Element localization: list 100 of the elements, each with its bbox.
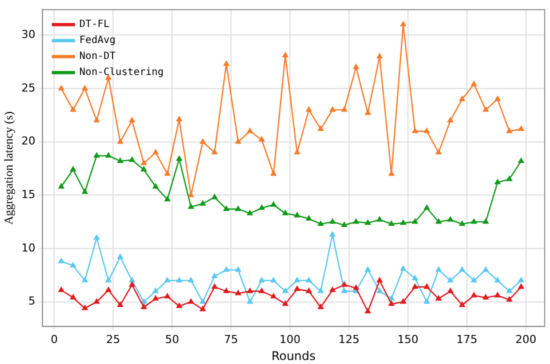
point xyxy=(330,106,336,112)
point xyxy=(518,284,524,289)
point xyxy=(58,258,64,264)
point xyxy=(235,266,241,272)
point xyxy=(164,277,170,282)
point xyxy=(330,286,336,292)
point xyxy=(482,106,489,112)
y-tick-label: 5 xyxy=(28,294,36,308)
point xyxy=(70,294,76,300)
point xyxy=(424,204,430,210)
point xyxy=(353,284,359,290)
point xyxy=(353,218,359,224)
point xyxy=(459,266,465,272)
point xyxy=(424,298,430,304)
point xyxy=(58,85,64,90)
point xyxy=(152,149,158,154)
point xyxy=(341,282,348,287)
point xyxy=(376,277,382,282)
legend-label: Non-DT xyxy=(79,51,116,62)
point xyxy=(388,220,394,226)
y-tick-label: 15 xyxy=(21,188,36,202)
point xyxy=(247,210,253,216)
point xyxy=(388,170,394,176)
x-tick-label: 150 xyxy=(397,332,418,346)
point xyxy=(200,138,206,144)
point xyxy=(129,117,135,122)
point xyxy=(58,286,64,292)
point xyxy=(94,117,100,122)
point xyxy=(258,277,265,282)
point xyxy=(188,277,194,282)
point xyxy=(129,277,135,282)
point xyxy=(188,204,194,209)
point xyxy=(471,292,477,298)
point xyxy=(518,126,524,131)
point xyxy=(365,220,371,225)
point xyxy=(318,220,324,226)
y-tick-label: 20 xyxy=(21,134,36,148)
point xyxy=(117,158,124,163)
point xyxy=(82,85,88,90)
point xyxy=(282,52,288,58)
legend-label: DT-FL xyxy=(79,19,110,30)
point xyxy=(448,117,454,122)
point xyxy=(518,277,524,282)
point xyxy=(459,220,465,226)
point xyxy=(412,218,418,224)
point xyxy=(212,284,218,289)
x-tick-label: 100 xyxy=(280,332,301,346)
point xyxy=(117,302,124,307)
point xyxy=(436,266,442,272)
point xyxy=(318,126,324,131)
point xyxy=(400,21,406,26)
point xyxy=(294,277,300,282)
point xyxy=(424,284,430,289)
point xyxy=(294,149,300,154)
point xyxy=(341,222,348,227)
point xyxy=(436,149,442,154)
point xyxy=(282,210,288,216)
point xyxy=(365,110,371,115)
point xyxy=(129,282,135,287)
point xyxy=(235,206,241,211)
point xyxy=(117,254,124,259)
point xyxy=(200,298,206,304)
point xyxy=(471,218,477,224)
x-tick-label: 25 xyxy=(106,332,120,346)
point xyxy=(235,138,241,144)
x-tick-label: 0 xyxy=(50,332,58,346)
y-tick-label: 10 xyxy=(21,241,36,254)
point xyxy=(400,220,406,225)
point xyxy=(235,290,241,296)
point xyxy=(140,166,147,172)
point xyxy=(212,149,218,154)
point xyxy=(70,262,76,268)
point xyxy=(388,300,394,306)
point xyxy=(400,266,406,271)
point xyxy=(106,286,112,292)
point xyxy=(436,218,442,224)
point xyxy=(106,277,112,282)
point xyxy=(258,204,265,210)
x-axis-title: Rounds xyxy=(271,348,316,363)
point xyxy=(270,202,276,207)
point xyxy=(224,206,230,211)
point xyxy=(82,305,88,310)
point xyxy=(448,277,454,282)
x-tick-label: 75 xyxy=(224,332,238,346)
point xyxy=(365,266,371,272)
point xyxy=(270,293,276,298)
point xyxy=(70,166,76,172)
point xyxy=(176,116,182,122)
point xyxy=(117,138,124,144)
point xyxy=(164,170,170,176)
point xyxy=(482,218,489,224)
point xyxy=(164,196,170,202)
point xyxy=(176,156,182,161)
point xyxy=(412,128,418,134)
point xyxy=(294,212,300,218)
point xyxy=(70,106,76,112)
y-tick-label: 30 xyxy=(21,28,36,42)
point xyxy=(306,277,312,282)
point xyxy=(494,292,500,298)
point xyxy=(188,298,194,304)
